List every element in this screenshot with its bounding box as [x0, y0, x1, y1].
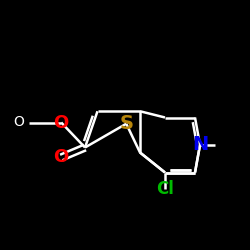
- Text: N: N: [192, 136, 208, 154]
- Text: O: O: [13, 116, 24, 130]
- Text: O: O: [54, 148, 69, 166]
- Text: S: S: [119, 114, 133, 133]
- Text: O: O: [54, 114, 69, 132]
- Text: Cl: Cl: [156, 180, 174, 198]
